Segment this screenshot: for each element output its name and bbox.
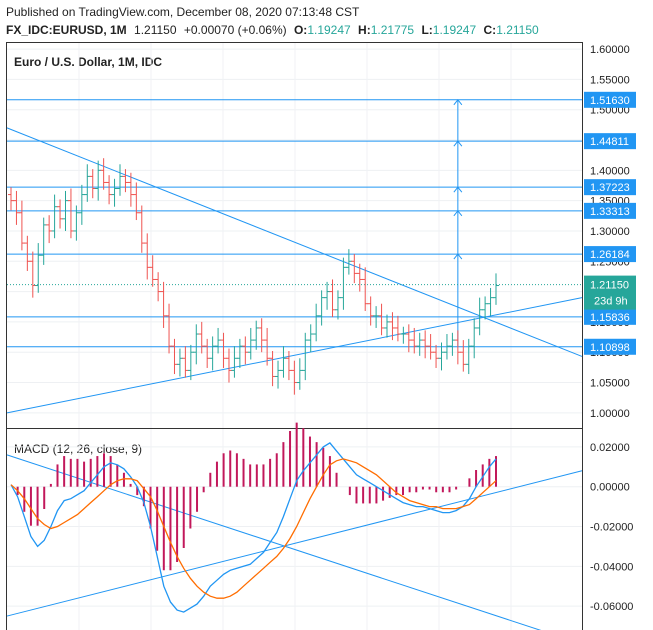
price-axis-tick-label: 1.60000 xyxy=(590,44,630,56)
current-price-tag-text: 1.21150 xyxy=(590,280,629,292)
high-value: 1.21775 xyxy=(370,23,415,37)
high-label: H: xyxy=(358,23,371,37)
open-value: 1.19247 xyxy=(307,23,351,37)
price-axis-tick-label: 1.00000 xyxy=(590,408,630,420)
level-price-tag-text: 1.26184 xyxy=(590,249,630,261)
price-axis-tick-label: 1.40000 xyxy=(590,165,630,177)
macd-axis-tick-label: 0.02000 xyxy=(590,442,630,454)
close-value: 1.21150 xyxy=(496,23,539,37)
open-label: O: xyxy=(293,23,308,37)
level-price-tag-text: 1.44811 xyxy=(590,136,629,148)
level-price-tag xyxy=(584,202,636,219)
projection-arrowhead xyxy=(453,253,463,260)
level-price-tag-text: 1.37223 xyxy=(590,182,630,194)
level-price-tag xyxy=(584,338,636,355)
macd-axis-tick-label: 0.00000 xyxy=(590,482,630,494)
projection-arrowhead xyxy=(453,210,463,217)
level-price-tag-text: 1.51630 xyxy=(590,95,630,107)
level-price-tag xyxy=(584,91,636,108)
macd-pane-frame xyxy=(6,428,583,630)
price-pane-title: Euro / U.S. Dollar, 1M, IDC xyxy=(14,55,162,69)
price-axis-tick-label: 1.55000 xyxy=(590,74,630,86)
signal-line xyxy=(10,458,497,599)
symbol-quote-bar: FX_IDC:EURUSD, 1M 1.21150 +0.00070 (+0.0… xyxy=(6,23,539,37)
last-price: 1.21150 xyxy=(134,23,177,37)
level-price-tag-text: 1.10898 xyxy=(590,342,630,354)
macd-axis-tick-label: -0.04000 xyxy=(590,561,633,573)
low-value: 1.19247 xyxy=(432,23,477,37)
projection-arrowhead xyxy=(453,140,463,147)
level-price-tag-text: 1.15836 xyxy=(590,312,630,324)
macd-pane-title: MACD (12, 26, close, 9) xyxy=(14,442,142,456)
projection-arrowhead xyxy=(453,186,463,193)
level-price-tag xyxy=(584,308,636,325)
macd-axis-tick-label: -0.02000 xyxy=(590,522,633,534)
published-caption: Published on TradingView.com, December 0… xyxy=(6,5,360,19)
macd-trendline xyxy=(6,454,542,630)
level-price-tag xyxy=(584,246,636,263)
low-label: L: xyxy=(421,23,433,37)
close-label: C: xyxy=(483,23,497,37)
symbol-label: FX_IDC:EURUSD, 1M xyxy=(6,23,127,37)
level-price-tag xyxy=(584,179,636,196)
price-trendline xyxy=(6,127,583,357)
current-price-tag xyxy=(584,275,636,310)
macd-axis-tick-label: -0.06000 xyxy=(590,601,633,613)
projection-arrowhead xyxy=(453,99,463,106)
price-axis-tick-label: 1.30000 xyxy=(590,226,630,238)
macd-trendline xyxy=(6,470,583,617)
level-price-tag xyxy=(584,133,636,150)
price-axis-tick-label: 1.05000 xyxy=(590,378,630,390)
level-price-tag-text: 1.33313 xyxy=(590,206,630,218)
price-change: +0.00070 (+0.06%) xyxy=(183,23,287,37)
price-pane-title-bg xyxy=(10,52,175,70)
macd-line xyxy=(10,442,497,613)
bar-countdown-text: 23d 9h xyxy=(594,296,628,308)
